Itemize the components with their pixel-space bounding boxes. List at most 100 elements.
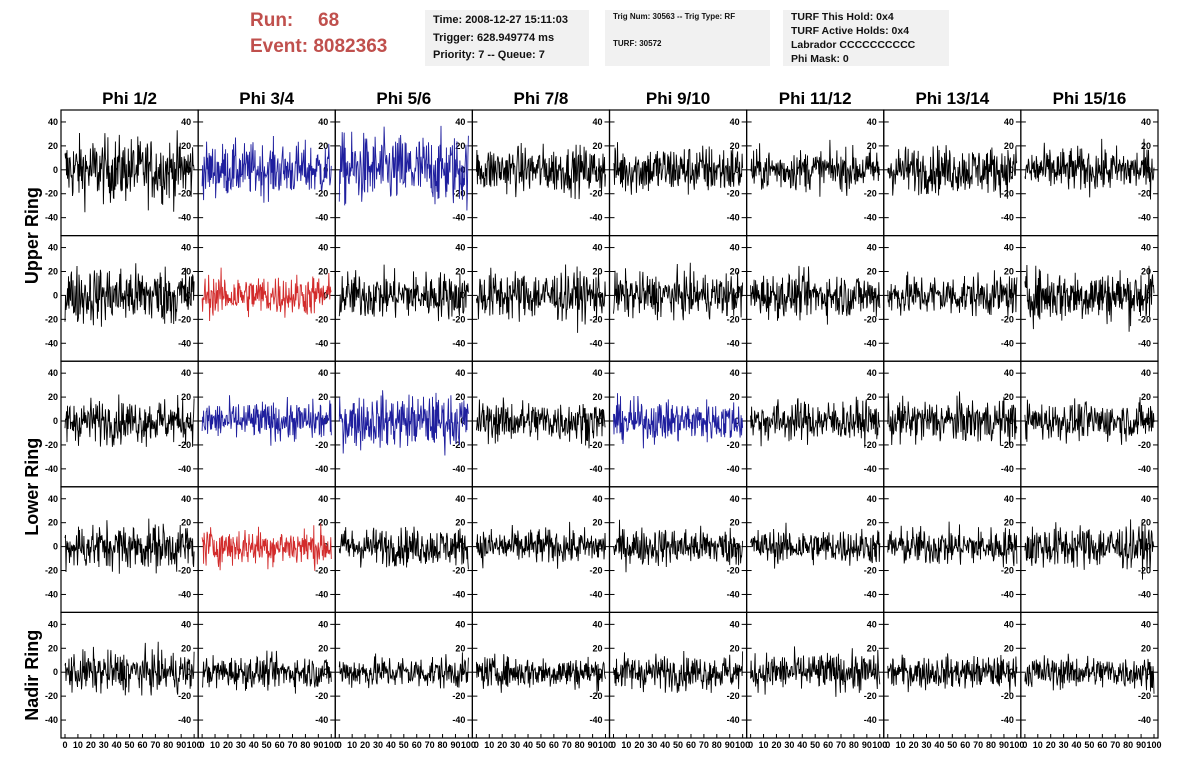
waveform-trace: [1024, 397, 1155, 445]
x-tick-label: 80: [575, 740, 585, 750]
y-tick-label: -40: [864, 464, 877, 474]
waveform-trace: [201, 395, 332, 446]
x-tick-label: 20: [497, 740, 507, 750]
waveform-trace: [613, 393, 744, 449]
y-tick-label: 40: [867, 243, 877, 253]
waveform-trace: [750, 522, 881, 569]
x-tick-label: 50: [399, 740, 409, 750]
y-tick-label: 20: [1141, 518, 1151, 528]
y-tick-label: -20: [1001, 314, 1014, 324]
y-tick-label: 20: [592, 392, 602, 402]
y-tick-label: 20: [867, 141, 877, 151]
y-tick-label: -20: [178, 440, 191, 450]
y-tick-label: -20: [1138, 189, 1151, 199]
y-tick-label: -20: [727, 189, 740, 199]
y-tick-label: -40: [45, 715, 58, 725]
x-tick-label: 60: [960, 740, 970, 750]
x-tick-label: 40: [112, 740, 122, 750]
column-header: Phi 3/4: [239, 89, 294, 108]
waveform-trace: [475, 142, 606, 200]
y-tick-label: -40: [452, 213, 465, 223]
y-tick-label: 0: [735, 416, 740, 426]
x-tick-label: 20: [909, 740, 919, 750]
waveform-trace: [613, 262, 744, 321]
y-tick-label: 40: [318, 494, 328, 504]
y-tick-label: 40: [1004, 117, 1014, 127]
y-tick-label: -40: [45, 338, 58, 348]
y-tick-label: -20: [178, 314, 191, 324]
y-tick-label: 20: [318, 392, 328, 402]
y-tick-label: 40: [592, 619, 602, 629]
y-tick-label: 40: [867, 619, 877, 629]
x-tick-label: 100: [598, 740, 613, 750]
y-tick-label: -40: [178, 715, 191, 725]
y-tick-label: 40: [48, 117, 58, 127]
column-header: Phi 13/14: [915, 89, 989, 108]
y-tick-label: 0: [53, 416, 58, 426]
y-tick-label: -20: [452, 314, 465, 324]
y-tick-label: 0: [53, 290, 58, 300]
x-tick-label: 80: [712, 740, 722, 750]
y-tick-label: 40: [318, 243, 328, 253]
y-tick-label: 40: [867, 117, 877, 127]
x-tick-label: 10: [1033, 740, 1043, 750]
waveform-trace: [750, 396, 881, 448]
y-tick-label: -20: [727, 440, 740, 450]
y-tick-label: -40: [864, 338, 877, 348]
y-tick-label: -20: [1001, 566, 1014, 576]
y-tick-label: 20: [730, 392, 740, 402]
y-tick-label: -20: [589, 566, 602, 576]
x-tick-label: 0: [611, 740, 616, 750]
x-tick-label: 20: [634, 740, 644, 750]
y-tick-label: 40: [318, 368, 328, 378]
y-tick-label: -40: [864, 213, 877, 223]
labrador-text: Labrador CCCCCCCCCC: [791, 39, 916, 51]
y-tick-label: -20: [452, 189, 465, 199]
waveform-trace: [750, 139, 881, 197]
y-tick-label: -20: [315, 189, 328, 199]
y-tick-label: -40: [452, 589, 465, 599]
waveform-trace: [64, 394, 195, 447]
x-tick-label: 30: [236, 740, 246, 750]
x-tick-label: 20: [223, 740, 233, 750]
y-tick-label: 20: [592, 266, 602, 276]
y-tick-label: 40: [1141, 117, 1151, 127]
x-tick-label: 70: [973, 740, 983, 750]
x-tick-label: 10: [621, 740, 631, 750]
row-group-label: Upper Ring: [22, 187, 42, 284]
x-tick-label: 100: [1146, 740, 1161, 750]
y-tick-label: 20: [1141, 141, 1151, 151]
y-tick-label: -20: [178, 566, 191, 576]
y-tick-label: -40: [178, 338, 191, 348]
turf-info-box: TURF This Hold: 0x4 TURF Active Holds: 0…: [783, 10, 949, 66]
x-tick-label: 20: [771, 740, 781, 750]
y-tick-label: 0: [323, 667, 328, 677]
x-tick-label: 40: [249, 740, 259, 750]
y-tick-label: 40: [1141, 619, 1151, 629]
x-tick-label: 50: [536, 740, 546, 750]
x-tick-label: 30: [647, 740, 657, 750]
y-tick-label: 20: [318, 518, 328, 528]
x-tick-label: 70: [836, 740, 846, 750]
y-tick-label: -40: [315, 213, 328, 223]
y-tick-label: 20: [592, 518, 602, 528]
y-tick-label: 20: [318, 141, 328, 151]
y-tick-label: 20: [181, 141, 191, 151]
y-tick-label: -20: [45, 314, 58, 324]
waveform-trace: [887, 270, 1018, 317]
y-tick-label: 20: [318, 643, 328, 653]
x-tick-label: 90: [1136, 740, 1146, 750]
y-tick-label: -20: [1001, 440, 1014, 450]
y-tick-label: 20: [1141, 643, 1151, 653]
y-tick-label: -20: [727, 691, 740, 701]
waveform-trace: [1024, 519, 1155, 580]
run-event-box: Run: 68 Event: 8082363: [250, 8, 387, 60]
waveform-trace: [887, 145, 1018, 199]
y-tick-label: 0: [53, 165, 58, 175]
x-tick-label: 80: [849, 740, 859, 750]
y-tick-label: 40: [455, 494, 465, 504]
x-tick-label: 60: [412, 740, 422, 750]
x-tick-label: 0: [337, 740, 342, 750]
x-tick-label: 20: [1046, 740, 1056, 750]
y-tick-label: 20: [1141, 266, 1151, 276]
